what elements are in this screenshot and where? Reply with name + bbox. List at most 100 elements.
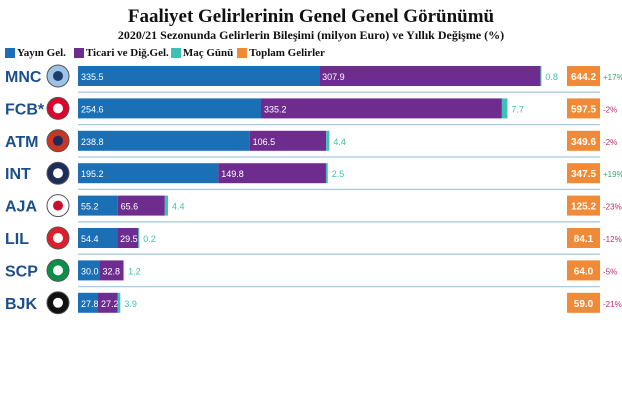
legend-swatch	[237, 48, 248, 58]
total-box	[567, 66, 600, 86]
team-label: INT	[5, 166, 31, 183]
bar-2	[138, 228, 140, 248]
bar-value-label: 335.2	[264, 104, 287, 114]
bar-value-label: 32.8	[103, 266, 121, 276]
bar-2	[540, 66, 542, 86]
legend-swatch	[73, 48, 84, 58]
bar-2	[164, 195, 168, 216]
bar-0	[78, 66, 320, 86]
bar-value-label: 4.4	[172, 202, 185, 212]
club-logo-icon-center	[53, 233, 63, 243]
club-logo-icon-center	[53, 200, 63, 211]
bar-value-label: 254.6	[81, 104, 104, 114]
club-logo-icon-center	[53, 71, 63, 81]
total-value: 59.0	[574, 299, 594, 310]
bar-0	[78, 195, 118, 216]
bar-value-label: 238.8	[81, 137, 104, 147]
club-logo-icon-center	[53, 135, 63, 146]
chart-subtitle: 2020/21 Sezonunda Gelirlerin Bileşimi (m…	[117, 28, 505, 42]
yearly-change: -23%	[603, 203, 622, 212]
legend-swatch	[170, 48, 181, 58]
legend-swatch	[5, 48, 15, 58]
total-box	[567, 163, 600, 184]
yearly-change: -12%	[603, 235, 622, 244]
total-box	[567, 130, 600, 151]
bar-1	[97, 292, 118, 313]
total-value: 349.6	[571, 137, 596, 148]
yearly-change: -5%	[603, 267, 617, 276]
bar-2	[117, 292, 121, 313]
bar-value-label: 65.6	[121, 202, 139, 212]
bar-value-label: 0.2	[143, 234, 156, 244]
total-value: 64.0	[574, 266, 594, 277]
legend-item-ticari: Ticari ve Diğ.Gel.	[73, 47, 169, 59]
club-logo-icon-center	[53, 168, 63, 179]
bar-value-label: 335.5	[81, 72, 104, 82]
bar-1	[218, 163, 326, 184]
chart-title: Faaliyet Gelirlerinin Genel Genel Görünü…	[127, 6, 495, 27]
bar-value-label: 4.4	[333, 137, 346, 147]
yearly-change: +19%	[603, 170, 622, 179]
total-box	[567, 292, 600, 313]
legend-label: Toplam Gelirler	[249, 47, 325, 59]
bar-value-label: 106.5	[253, 137, 276, 147]
legend-item-toplam: Toplam Gelirler	[237, 47, 325, 59]
bar-value-label: 29.5	[120, 234, 138, 244]
total-box	[567, 228, 600, 248]
bar-1	[319, 66, 541, 86]
legend: Yayın Gel. Ticari ve Diğ.Gel. Maç Günü T…	[5, 47, 325, 59]
bar-value-label: 30.0	[81, 266, 99, 276]
total-value: 644.2	[571, 72, 596, 83]
club-logo-icon-center	[53, 297, 63, 308]
bar-value-label: 1.2	[128, 266, 141, 276]
total-value: 84.1	[574, 234, 594, 245]
total-value: 597.5	[571, 104, 596, 115]
bar-1	[117, 228, 139, 248]
total-value: 347.5	[571, 169, 596, 180]
bar-1	[99, 260, 124, 281]
bar-2	[123, 260, 125, 281]
bar-0	[78, 98, 261, 119]
legend-label: Yayın Gel.	[17, 47, 66, 59]
bar-value-label: 2.5	[332, 169, 345, 179]
club-logo-icon-center	[53, 103, 63, 114]
bar-0	[78, 163, 219, 184]
legend-label: Maç Günü	[182, 47, 234, 59]
bar-0	[78, 292, 98, 313]
club-logo-icon-center	[53, 265, 63, 276]
bar-value-label: 54.4	[81, 234, 99, 244]
team-label: FCB*	[5, 101, 45, 118]
bar-value-label: 195.2	[81, 169, 104, 179]
bar-2	[326, 130, 330, 151]
team-label: ATM	[5, 134, 38, 151]
bar-value-label: 3.9	[124, 299, 137, 309]
total-box	[567, 98, 600, 119]
bar-value-label: 7.7	[511, 104, 524, 114]
bar-value-label: 55.2	[81, 202, 99, 212]
team-label: SCP	[5, 263, 38, 280]
bar-0	[78, 130, 250, 151]
team-label: BJK	[5, 296, 37, 313]
bar-2	[501, 98, 508, 119]
legend-label: Ticari ve Diğ.Gel.	[85, 47, 169, 59]
bar-0	[78, 260, 100, 281]
bar-value-label: 27.2	[101, 299, 119, 309]
total-box	[567, 195, 600, 216]
yearly-change: -21%	[603, 300, 622, 309]
bar-0	[78, 228, 118, 248]
legend-item-yayin: Yayın Gel.	[5, 47, 66, 59]
legend-item-mac-gunu: Maç Günü	[170, 47, 234, 59]
team-label: MNC	[5, 69, 42, 86]
yearly-change: +17%	[603, 73, 622, 82]
bar-value-label: 307.9	[322, 72, 345, 82]
yearly-change: -2%	[603, 105, 617, 114]
bar-2	[325, 163, 328, 184]
bar-1	[260, 98, 502, 119]
team-label: AJA	[5, 199, 37, 216]
bar-value-label: 0.8	[545, 72, 558, 82]
bar-1	[117, 195, 165, 216]
bar-value-label: 27.8	[81, 299, 99, 309]
bar-1	[249, 130, 327, 151]
bar-value-label: 149.8	[221, 169, 244, 179]
